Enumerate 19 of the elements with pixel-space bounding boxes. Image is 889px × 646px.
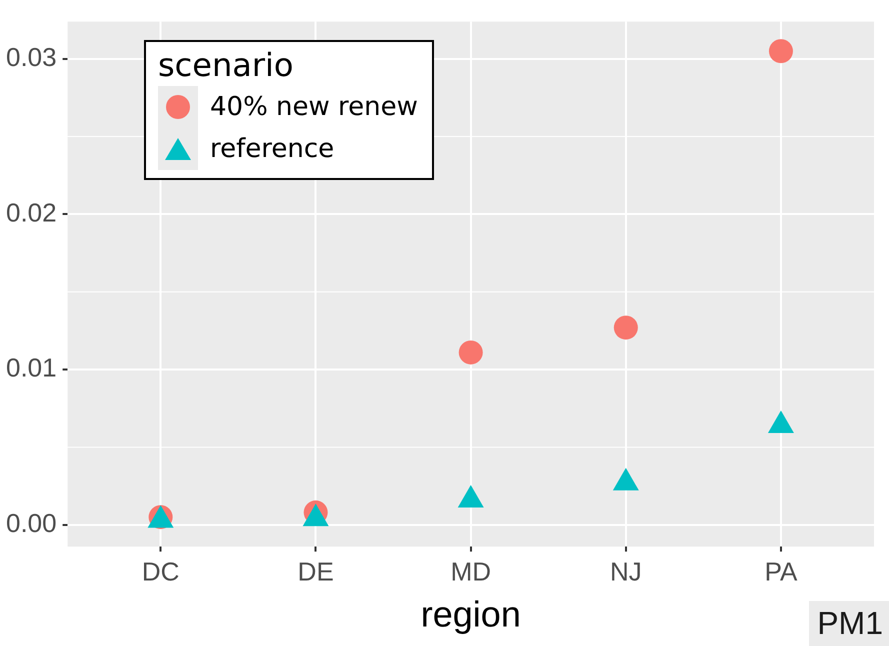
legend-label: reference: [210, 134, 334, 164]
x-tick-label: MD: [450, 556, 492, 586]
text: PM1: [809, 601, 889, 646]
point: [302, 504, 329, 526]
y-tick-label: 0.00: [6, 508, 57, 538]
point: [768, 39, 793, 64]
point: [612, 468, 639, 490]
legend-label: 40% new renew: [210, 92, 418, 122]
point: [768, 410, 794, 433]
x-tick-label: NJ: [610, 556, 642, 586]
x-tick-label: PA: [764, 556, 798, 586]
y-tick-label: 0.01: [6, 352, 57, 383]
legend-title: scenario: [158, 46, 294, 84]
point: [458, 485, 484, 508]
y-tick-label: 0.03: [6, 42, 57, 72]
x-tick-label: DC: [142, 556, 180, 586]
x-tick-label: DE: [298, 556, 334, 586]
y-tick-label: 0.02: [6, 197, 57, 228]
x-axis-title: region: [420, 593, 521, 634]
